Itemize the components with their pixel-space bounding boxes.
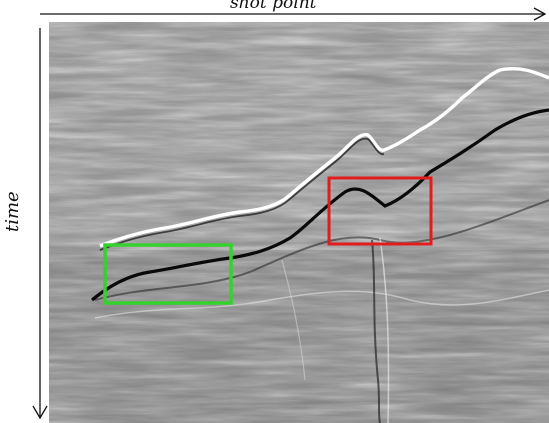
y-axis-label: time <box>2 191 23 232</box>
reflector-dark <box>90 108 549 302</box>
seismic-section-image <box>49 22 549 423</box>
green-highlight-box <box>103 243 233 305</box>
seafloor-shadow <box>99 137 385 251</box>
reflector-deep-2 <box>94 289 549 319</box>
diffraction-right <box>379 237 390 423</box>
seafloor-reflector <box>99 67 549 248</box>
diffraction-mid <box>281 259 306 381</box>
x-axis-arrowhead <box>533 7 547 21</box>
diffraction-left <box>371 239 381 423</box>
y-axis-arrowhead <box>32 405 48 420</box>
reflector-deep <box>94 199 549 301</box>
red-highlight-box <box>327 176 433 246</box>
seismic-noise <box>49 22 549 423</box>
x-axis-label: shot point <box>230 0 317 13</box>
